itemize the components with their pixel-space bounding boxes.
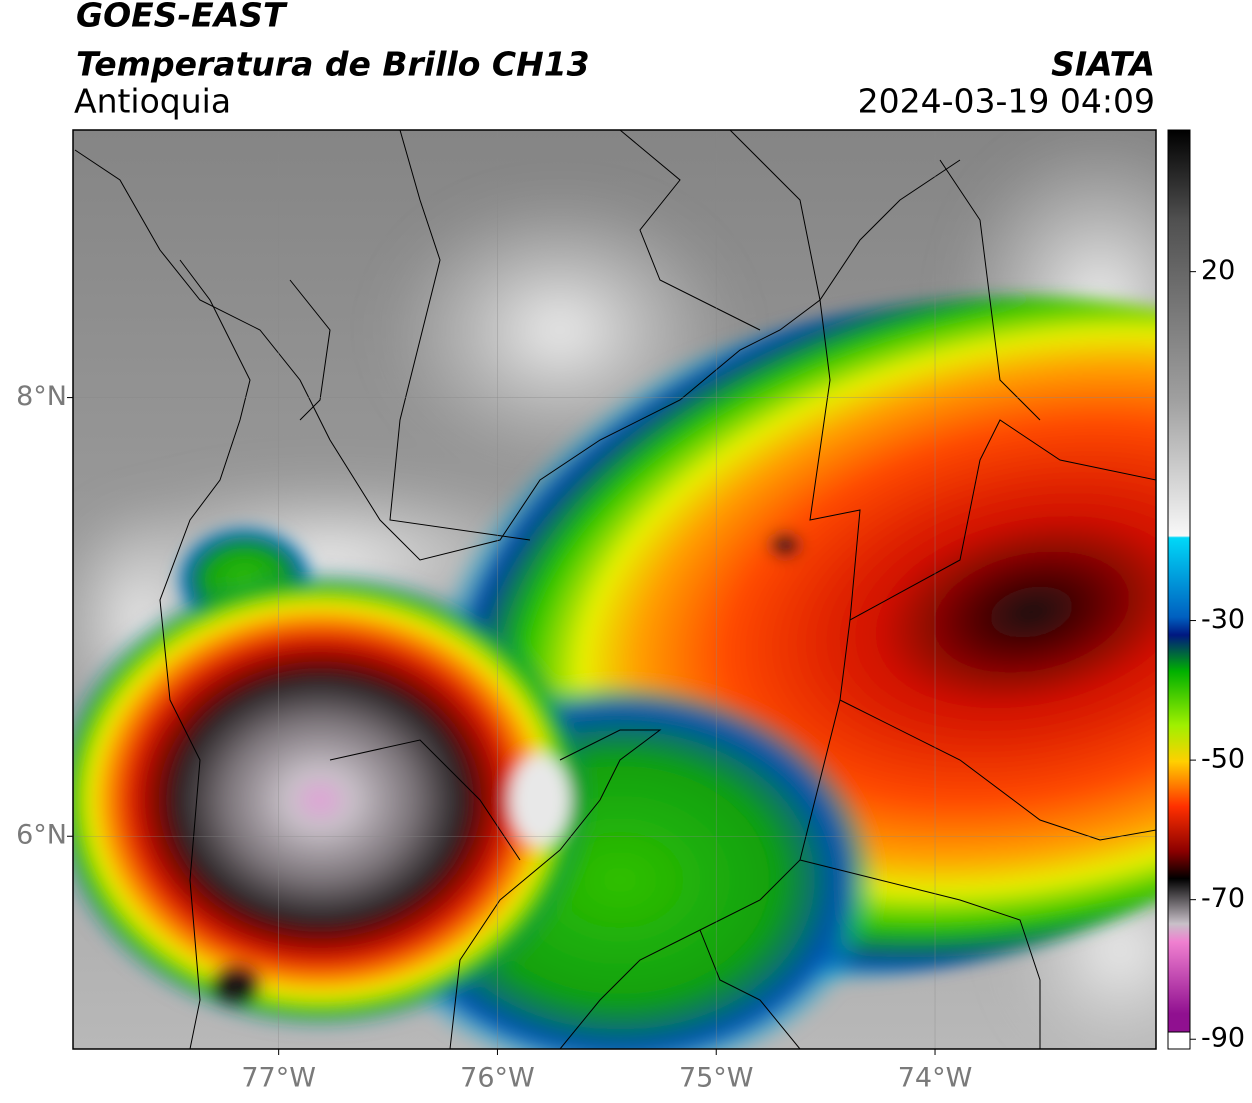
source: SIATA <box>1051 45 1155 84</box>
y-tick-label: 8°N <box>16 381 67 412</box>
x-tick-label: 76°W <box>460 1063 535 1094</box>
colorbar-tick-label: 20 <box>1201 255 1235 286</box>
colorbar-tick-label: -30 <box>1201 604 1245 635</box>
region: Antioquia <box>74 82 231 121</box>
timestamp: 2024-03-19 04:09 <box>858 82 1155 121</box>
y-tick-label: 6°N <box>16 820 67 851</box>
title: GOES-EAST <box>76 0 288 35</box>
colorbar-tick-label: -70 <box>1201 883 1245 914</box>
x-tick-label: 74°W <box>898 1063 973 1094</box>
colorbar <box>1168 130 1190 1032</box>
colorbar-frame <box>1167 129 1191 1050</box>
colorbar-tick-label: -50 <box>1201 744 1245 775</box>
x-tick-label: 77°W <box>241 1063 316 1094</box>
map-frame <box>72 129 1157 1050</box>
x-tick-label: 75°W <box>679 1063 754 1094</box>
subtitle: Temperatura de Brillo CH13 <box>76 45 590 84</box>
colorbar-tick-label: -90 <box>1201 1023 1245 1054</box>
satellite-image <box>73 130 1156 1049</box>
colorbar-under <box>1167 1031 1191 1050</box>
graticule: 77°W 76°W 75°W 74°W 8°N 6°N <box>16 130 1156 1094</box>
colorbar-ticks: 20 -30 -50 -70 -90 <box>1190 255 1245 1054</box>
